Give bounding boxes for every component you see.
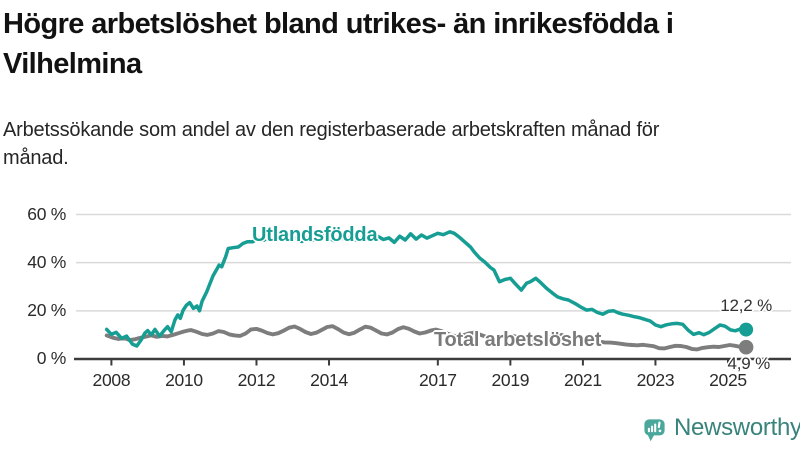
y-axis-tick-label: 60 % xyxy=(27,203,66,224)
y-axis-tick-label: 20 % xyxy=(27,299,66,320)
x-axis-tick-label: 2014 xyxy=(310,370,348,390)
chart-title: Högre arbetslöshet bland utrikes- än inr… xyxy=(3,8,674,80)
x-axis-tick-label: 2025 xyxy=(709,370,747,390)
end-dot-total xyxy=(738,339,754,355)
x-axis-tick-label: 2021 xyxy=(564,370,602,390)
series-line-utlandsfodda xyxy=(104,230,748,348)
series-label-total-arbetsloshet: Total arbetslöshet xyxy=(434,329,602,351)
x-axis-tick-label: 2010 xyxy=(165,370,203,390)
y-axis-tick-label: 40 % xyxy=(27,251,66,272)
newsworthy-wordmark: Newsworthy xyxy=(674,414,800,441)
y-axis-tick-label: 0 % xyxy=(36,348,67,368)
end-dot-utlandsfodda xyxy=(739,322,754,337)
series-label-utlandsfodda: Utlandsfödda xyxy=(252,224,378,246)
newsworthy-icon xyxy=(644,419,665,442)
chart-subtitle: Arbetssökande som andel av den registerb… xyxy=(3,119,660,169)
end-value-label-utlandsfodda: 12,2 % xyxy=(720,296,772,315)
newsworthy-logo: Newsworthy xyxy=(644,414,800,446)
x-axis-tick-label: 2019 xyxy=(491,370,530,390)
x-axis-tick-label: 2008 xyxy=(92,370,131,390)
series-line-total xyxy=(104,324,749,352)
x-axis-tick-label: 2023 xyxy=(636,370,675,390)
x-axis-tick-label: 2012 xyxy=(237,370,276,390)
x-axis-tick-label: 2017 xyxy=(418,370,457,390)
end-value-label-total: 4,9 % xyxy=(727,354,771,373)
